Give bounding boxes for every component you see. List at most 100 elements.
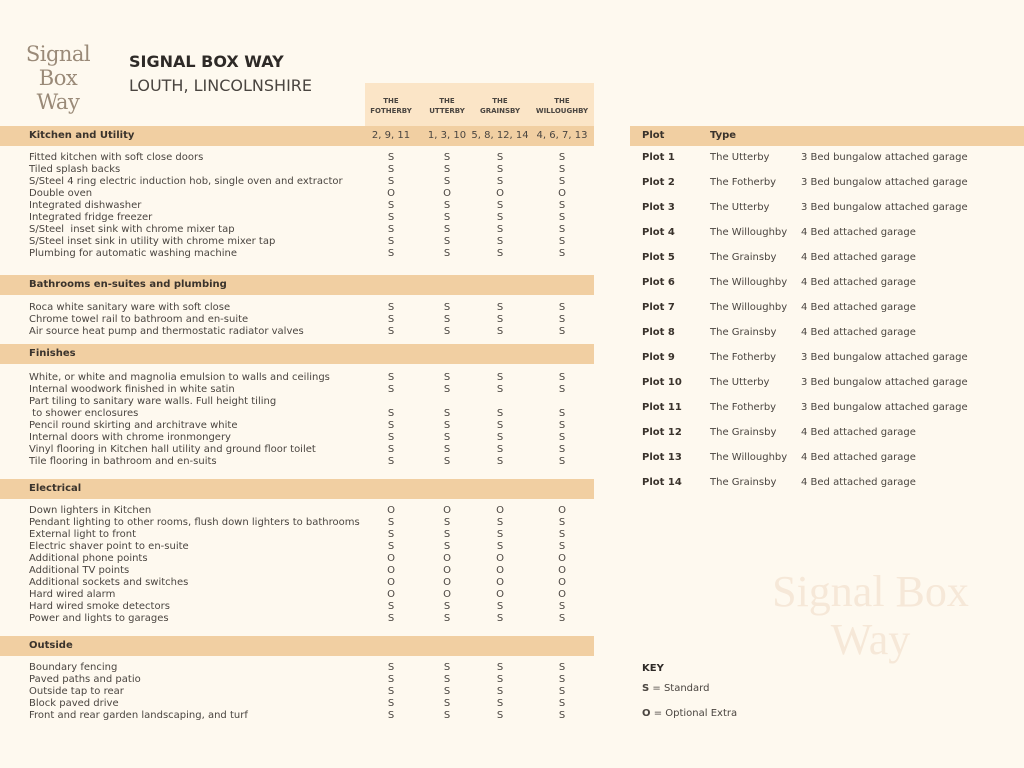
spec-value: S [558,698,566,709]
plot-number: Plot 5 [642,252,675,263]
spec-value: S [443,164,451,175]
spec-row: S/Steel 4 ring electric induction hob, s… [0,176,594,188]
spec-value: O [558,577,566,588]
spec-value: S [387,686,395,697]
spec-item-label: S/Steel 4 ring electric induction hob, s… [29,176,343,187]
spec-value: S [387,710,395,721]
spec-value: S [387,698,395,709]
watermark-line-2: Way [830,615,911,664]
plot-description: 3 Bed bungalow attached garage [801,177,968,188]
plot-column-header: Plot [642,130,665,141]
plot-house-type: The Willoughby [710,227,788,238]
spec-value: S [496,541,504,552]
spec-value: S [443,444,451,455]
spec-item-label: S/Steel inset sink in utility with chrom… [29,236,276,247]
spec-value: S [443,408,451,419]
spec-value: S [387,432,395,443]
plot-number: Plot 6 [642,277,675,288]
spec-value: S [443,686,451,697]
key-code: S [642,683,650,694]
plot-description: 4 Bed attached garage [801,252,916,263]
type-column-header: Type [710,130,737,141]
plot-number: Plot 3 [642,202,675,213]
section-title: Electrical [29,483,82,494]
spec-value: S [387,152,395,163]
plot-house-type: The Grainsby [710,327,777,338]
plot-house-type: The Grainsby [710,252,777,263]
spec-value: S [387,248,395,259]
spec-value: S [558,456,566,467]
spec-row: Tiled splash backs S S S S [0,164,594,176]
spec-value: S [496,613,504,624]
column-header-line: THE [383,97,399,105]
key-meaning: = Optional Extra [653,708,738,719]
spec-row: Integrated fridge freezer S S S S [0,212,594,224]
spec-item-label: Integrated dishwasher [29,200,142,211]
spec-value: S [496,420,504,431]
spec-value: O [443,553,451,564]
spec-row: Front and rear garden landscaping, and t… [0,710,594,722]
column-plot-numbers: 1, 3, 10 [427,130,467,141]
spec-value: S [558,517,566,528]
spec-value: S [558,326,566,337]
spec-value: S [443,384,451,395]
spec-row: Power and lights to garages S S S S [0,613,594,625]
spec-value: S [558,674,566,685]
key-title: KEY [642,663,664,674]
spec-value: S [443,432,451,443]
section-header: Kitchen and Utility 2, 9, 11 1, 3, 10 5, 8,… [0,126,594,146]
column-plot-numbers: 2, 9, 11 [371,130,411,141]
spec-value: O [496,577,504,588]
column-headers: THE FOTHERBY THE UTTERBY THE GRAINSBY THE WILLO… [365,83,594,126]
plot-number: Plot 2 [642,177,675,188]
spec-value: S [443,541,451,552]
spec-row: Vinyl flooring in Kitchen hall utility a… [0,444,594,456]
spec-value: S [443,212,451,223]
spec-row: Block paved drive S S S S [0,698,594,710]
plot-number: Plot 13 [642,452,682,463]
spec-row: Hard wired alarm O O O O [0,589,594,601]
plot-number: Plot 7 [642,302,675,313]
spec-value: S [443,314,451,325]
spec-row: Additional sockets and switches O O O O [0,577,594,589]
spec-item-label: Integrated fridge freezer [29,212,153,223]
section-title: Outside [29,640,73,651]
plot-house-type: The Willoughby [710,277,788,288]
spec-item-label: Outside tap to rear [29,686,124,697]
plot-number: Plot 10 [642,377,682,388]
spec-row: Internal woodwork finished in white sati… [0,384,594,396]
key-meaning: = Standard [652,683,710,694]
plot-description: 3 Bed bungalow attached garage [801,377,968,388]
plot-row: Plot 12 The Grainsby 4 Bed attached garage [630,427,1024,441]
spec-value: O [443,565,451,576]
spec-value: S [496,662,504,673]
spec-row: Fitted kitchen with soft close doors S S S S [0,152,594,164]
plot-row: Plot 5 The Grainsby 4 Bed attached garage [630,252,1024,266]
spec-row: Part tiling to sanitary ware walls. Full… [0,396,594,420]
spec-value: S [496,176,504,187]
spec-row: Additional phone points O O O O [0,553,594,565]
spec-value: S [496,601,504,612]
spec-value: O [387,589,395,600]
spec-value: S [558,686,566,697]
spec-value: S [496,517,504,528]
page-title: SIGNAL BOX WAY [129,52,284,71]
spec-value: S [387,408,395,419]
plot-description: 3 Bed bungalow attached garage [801,202,968,213]
logo-line-2: Way [36,90,80,114]
plot-description: 4 Bed attached garage [801,477,916,488]
spec-value: O [387,565,395,576]
spec-value: S [443,200,451,211]
section-header: Outside [0,636,594,656]
section-header: Finishes [0,344,594,364]
spec-item-label: Internal doors with chrome ironmongery [29,432,231,443]
plot-number: Plot 14 [642,477,682,488]
spec-value: O [496,505,504,516]
column-header-name: UTTERBY [429,107,465,115]
spec-item-label: Additional sockets and switches [29,577,189,588]
spec-value: S [558,302,566,313]
spec-row: S/Steel inset sink with chrome mixer tap… [0,224,594,236]
spec-row: Outside tap to rear S S S S [0,686,594,698]
spec-value: S [387,176,395,187]
plot-table-header: Plot Type [630,126,1024,146]
